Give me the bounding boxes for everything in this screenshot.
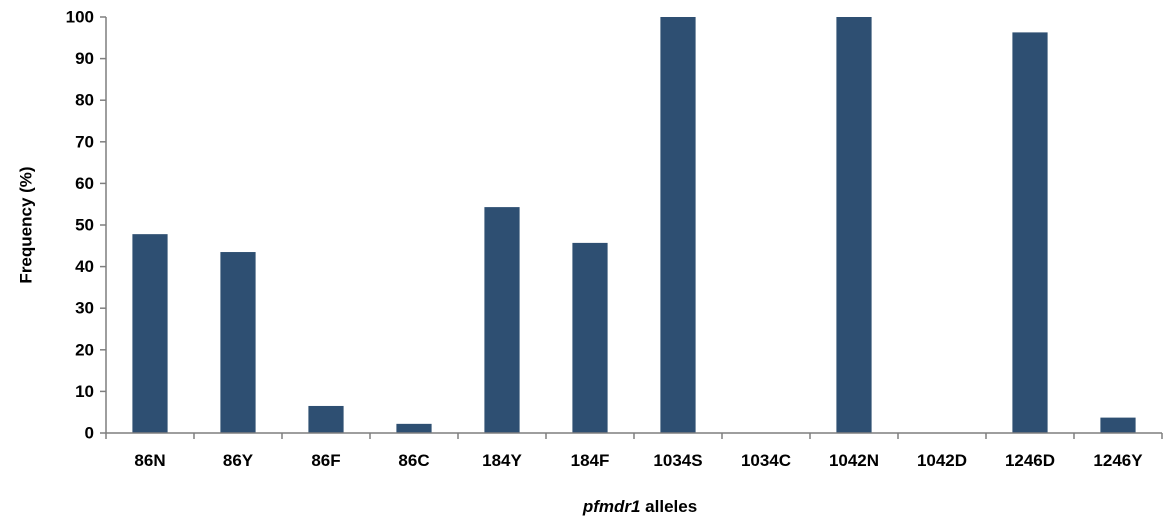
x-tick-label-86Y: 86Y: [223, 451, 254, 470]
y-axis-ticks: 0 10 20 30 40 50 60 70 80 90 100: [66, 8, 106, 443]
y-axis-title: Frequency (%): [16, 166, 35, 283]
x-tick-label-1246D: 1246D: [1005, 451, 1055, 470]
y-tick-label: 30: [75, 299, 94, 318]
y-tick-label: 80: [75, 91, 94, 110]
y-tick-label: 0: [85, 424, 94, 443]
y-tick-label: 40: [75, 257, 94, 276]
y-tick-label: 20: [75, 340, 94, 359]
x-tick-label-1034C: 1034C: [741, 451, 791, 470]
bar-1246D: [1012, 32, 1048, 433]
x-tick-label-86F: 86F: [311, 451, 340, 470]
x-tick-label-184F: 184F: [571, 451, 610, 470]
bar-86Y: [220, 252, 256, 433]
x-tick-label-1042N: 1042N: [829, 451, 879, 470]
x-axis-title: pfmdr1 alleles: [582, 497, 697, 516]
bar-184F: [572, 242, 608, 433]
bar-86N: [132, 234, 168, 433]
x-tick-label-86C: 86C: [398, 451, 429, 470]
x-tick-label-1034S: 1034S: [653, 451, 702, 470]
x-axis-title-italic: pfmdr1: [582, 497, 641, 516]
bar-184Y: [484, 207, 520, 433]
x-tick-label-86N: 86N: [134, 451, 165, 470]
x-tick-label-184Y: 184Y: [482, 451, 522, 470]
y-tick-label: 70: [75, 132, 94, 151]
y-tick-label: 90: [75, 49, 94, 68]
y-tick-label: 10: [75, 382, 94, 401]
y-tick-label: 50: [75, 216, 94, 235]
x-tick-label-1246Y: 1246Y: [1093, 451, 1143, 470]
bar-86F: [308, 405, 344, 433]
bars: [132, 17, 1136, 433]
x-axis-ticks: 86N 86Y 86F 86C 184Y 184F 1034S 1034C 1042N 1042D…: [105, 433, 1163, 470]
bar-1246Y: [1100, 417, 1136, 433]
bar-1034S: [660, 17, 696, 433]
x-axis-title-rest: alleles: [640, 497, 697, 516]
x-tick-label-1042D: 1042D: [917, 451, 967, 470]
bar-86C: [396, 423, 432, 433]
bar-1042N: [836, 17, 872, 433]
y-tick-label: 100: [66, 8, 94, 27]
y-tick-label: 60: [75, 174, 94, 193]
